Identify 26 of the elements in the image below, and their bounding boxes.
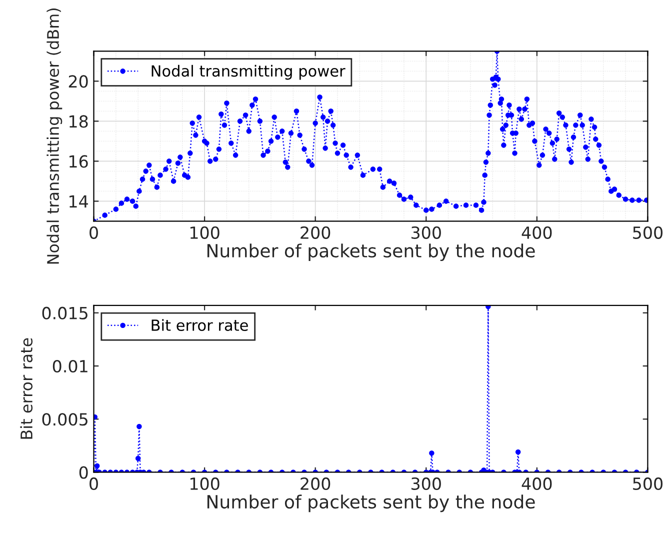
- x-axis-title: Number of packets sent by the node: [207, 244, 535, 262]
- legend-label: Nodal transmitting power: [152, 64, 346, 80]
- y-axis-title: Bit error rate: [20, 338, 33, 439]
- y-tick-label: 0.005: [42, 413, 88, 426]
- x-tick-label: 100: [190, 477, 220, 490]
- x-axis-title: Number of packets sent by the node: [207, 494, 535, 512]
- legend-label: Bit error rate: [152, 319, 248, 331]
- y-tick-label: 0.01: [52, 360, 88, 373]
- y-tick-label: 20: [68, 75, 88, 88]
- x-tick-label: 100: [190, 226, 220, 239]
- x-tick-label: 200: [300, 226, 330, 239]
- y-tick-label: 16: [70, 155, 88, 168]
- x-tick-label: 300: [411, 477, 441, 490]
- x-tick-label: 500: [633, 477, 663, 490]
- x-tick-label: 500: [633, 226, 663, 239]
- x-tick-label: 300: [411, 226, 441, 239]
- y-tick-label: 14: [70, 195, 88, 208]
- y-tick-label: 0.015: [42, 306, 88, 320]
- x-tick-label: 400: [522, 477, 552, 490]
- y-tick-label: 0: [79, 466, 88, 479]
- x-tick-label: 400: [522, 226, 552, 239]
- y-axis-title: Nodal transmitting power (dBm): [46, 8, 62, 264]
- x-tick-label: 0: [90, 226, 98, 239]
- y-tick-label: 18: [70, 115, 88, 128]
- x-tick-label: 200: [300, 477, 330, 490]
- x-tick-label: 0: [90, 477, 98, 490]
